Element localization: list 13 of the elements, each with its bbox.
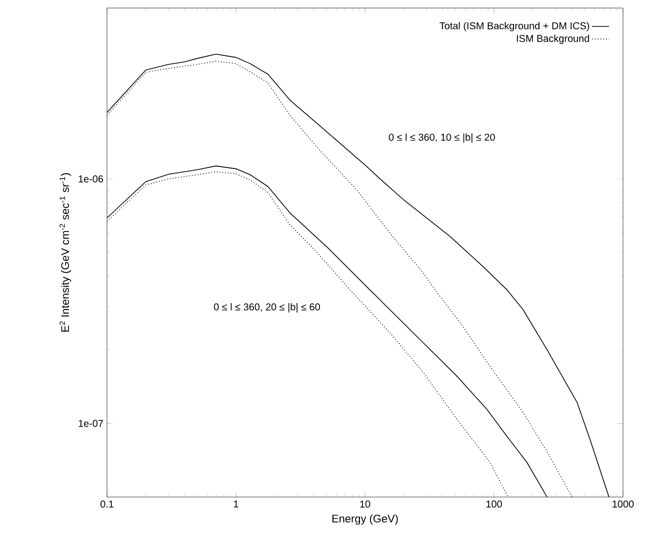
annotation: 0 ≤ l ≤ 360, 10 ≤ |b| ≤ 20 [388, 133, 495, 143]
legend-label: ISM Background [516, 34, 590, 44]
x-tick-label: 1 [234, 500, 238, 508]
annotation: 0 ≤ l ≤ 360, 20 ≤ |b| ≤ 60 [214, 303, 320, 312]
x-tick-label: 100 [486, 500, 502, 508]
y-tick-label: 1e-07 [78, 420, 103, 427]
x-tick-label: 10 [360, 500, 370, 508]
legend-label: Total (ISM Background + DM ICS) [440, 22, 590, 32]
x-tick-label: 0.1 [100, 500, 114, 508]
x-axis-title: Energy (GeV) [332, 514, 398, 525]
text: E$^{2}$ Intensity (GeV cm$^{-2}$ sec$^{-1}$ sr$^{-1}$) [60, 173, 72, 332]
y-tick-label: 1e-06 [78, 175, 104, 182]
x-tick-label: 1000 [612, 500, 634, 508]
